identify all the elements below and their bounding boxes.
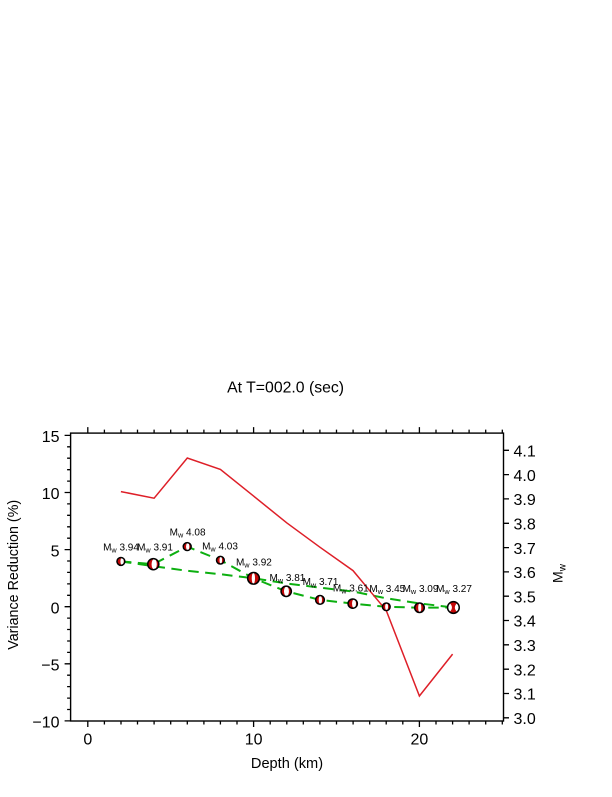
svg-text:Mw 3.94: Mw 3.94: [103, 543, 139, 555]
svg-text:Mw 4.03: Mw 4.03: [202, 541, 238, 553]
svg-text:0: 0: [51, 600, 60, 617]
svg-text:3.4: 3.4: [514, 614, 536, 631]
svg-text:10: 10: [42, 486, 60, 503]
svg-text:3.5: 3.5: [514, 589, 536, 606]
svg-text:15: 15: [42, 429, 60, 446]
svg-text:3.6: 3.6: [514, 565, 536, 582]
svg-text:Mw 3.27: Mw 3.27: [436, 584, 472, 596]
svg-text:Depth (km): Depth (km): [251, 756, 323, 772]
svg-text:−10: −10: [32, 715, 59, 732]
svg-text:10: 10: [245, 732, 263, 749]
svg-text:Mw 4.08: Mw 4.08: [170, 527, 206, 539]
svg-text:Mw 3.71: Mw 3.71: [303, 577, 339, 589]
svg-text:3.9: 3.9: [514, 492, 536, 509]
svg-text:0: 0: [83, 732, 92, 749]
svg-text:Mw 3.61: Mw 3.61: [333, 584, 369, 596]
svg-text:3.0: 3.0: [514, 711, 536, 728]
svg-text:Mw 3.45: Mw 3.45: [369, 584, 405, 596]
svg-text:At T=002.0 (sec): At T=002.0 (sec): [227, 380, 344, 397]
svg-text:4.0: 4.0: [514, 468, 536, 485]
svg-text:3.7: 3.7: [514, 541, 536, 558]
svg-text:3.2: 3.2: [514, 662, 536, 679]
svg-text:Mw 3.81: Mw 3.81: [269, 573, 305, 585]
svg-text:Mw 3.91: Mw 3.91: [137, 543, 173, 555]
svg-text:5: 5: [51, 543, 60, 560]
svg-text:3.3: 3.3: [514, 638, 536, 655]
svg-text:20: 20: [411, 732, 429, 749]
svg-text:4.1: 4.1: [514, 444, 536, 461]
svg-text:Mw 3.92: Mw 3.92: [236, 557, 272, 569]
svg-text:3.8: 3.8: [514, 516, 536, 533]
svg-text:Mw 3.09: Mw 3.09: [403, 584, 439, 596]
svg-text:3.1: 3.1: [514, 687, 536, 704]
svg-text:Variance Reduction (%): Variance Reduction (%): [6, 500, 22, 650]
svg-text:−5: −5: [41, 658, 59, 675]
